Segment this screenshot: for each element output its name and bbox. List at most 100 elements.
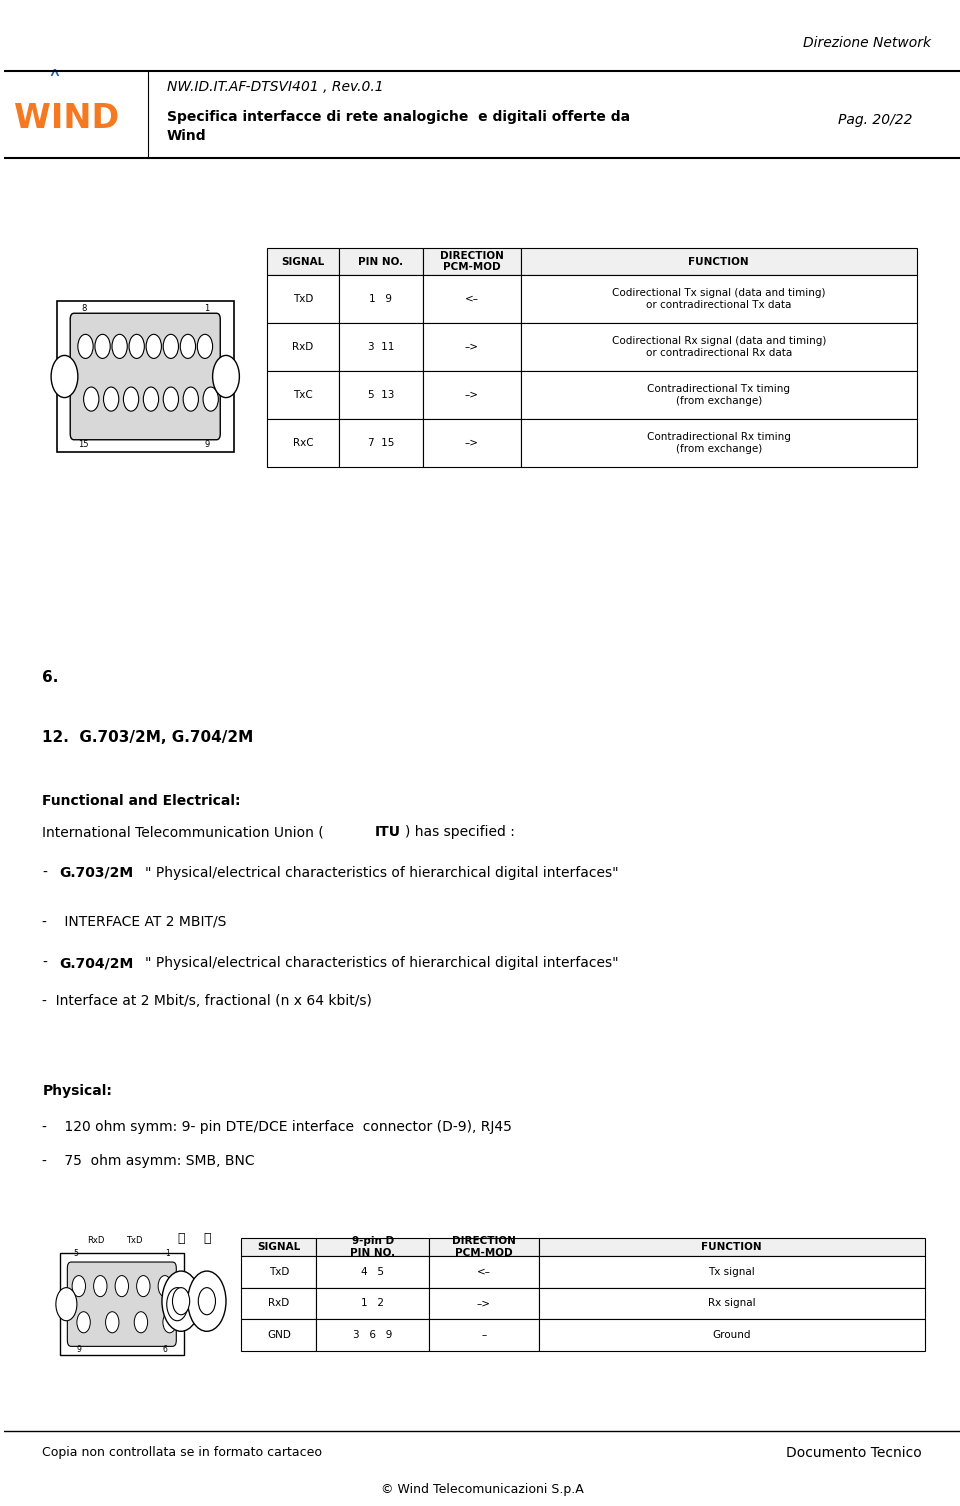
Bar bbox=[241, 1288, 317, 1319]
Bar bbox=[317, 1288, 429, 1319]
Text: ) has specified :: ) has specified : bbox=[405, 825, 515, 839]
Text: –>: –> bbox=[465, 390, 479, 399]
Bar bbox=[267, 248, 339, 274]
Text: " Physical/electrical characteristics of hierarchical digital interfaces": " Physical/electrical characteristics of… bbox=[145, 866, 618, 880]
Text: 3   6   9: 3 6 9 bbox=[353, 1330, 393, 1340]
Circle shape bbox=[72, 1276, 85, 1297]
Text: 5  13: 5 13 bbox=[368, 390, 394, 399]
Text: International Telecommunication Union (: International Telecommunication Union ( bbox=[42, 825, 324, 839]
Text: Codirectional Tx signal (data and timing)
or contradirectional Tx data: Codirectional Tx signal (data and timing… bbox=[612, 288, 826, 310]
Text: Pag. 20/22: Pag. 20/22 bbox=[838, 113, 912, 128]
Text: G.703/2M: G.703/2M bbox=[60, 866, 133, 880]
Text: G.704/2M: G.704/2M bbox=[60, 956, 134, 970]
Text: TxD: TxD bbox=[269, 1267, 289, 1277]
Text: 3  11: 3 11 bbox=[368, 342, 394, 352]
Circle shape bbox=[78, 334, 93, 358]
Bar bbox=[423, 274, 520, 322]
Circle shape bbox=[212, 355, 239, 398]
Text: Direzione Network: Direzione Network bbox=[804, 36, 931, 50]
Text: Specifica interfacce di rete analogiche  e digitali offerte da
Wind: Specifica interfacce di rete analogiche … bbox=[167, 110, 630, 143]
Text: RxC: RxC bbox=[293, 438, 313, 447]
Circle shape bbox=[163, 1312, 177, 1333]
Text: DIRECTION
PCM-MOD: DIRECTION PCM-MOD bbox=[452, 1236, 516, 1258]
Circle shape bbox=[163, 334, 179, 358]
Text: RxD: RxD bbox=[87, 1236, 105, 1245]
Bar bbox=[539, 1288, 924, 1319]
Bar bbox=[241, 1319, 317, 1351]
Text: ⓘ: ⓘ bbox=[178, 1232, 185, 1245]
Text: 6.: 6. bbox=[42, 670, 59, 685]
Text: Codirectional Rx signal (data and timing)
or contradirectional Rx data: Codirectional Rx signal (data and timing… bbox=[612, 336, 826, 357]
Circle shape bbox=[180, 334, 196, 358]
Circle shape bbox=[167, 1288, 188, 1321]
Bar bbox=[241, 1238, 317, 1256]
Bar bbox=[241, 1256, 317, 1288]
Text: Ground: Ground bbox=[712, 1330, 751, 1340]
Circle shape bbox=[77, 1312, 90, 1333]
Text: TxD: TxD bbox=[126, 1236, 142, 1245]
Text: SIGNAL: SIGNAL bbox=[281, 256, 324, 267]
Circle shape bbox=[51, 355, 78, 398]
Text: Rx signal: Rx signal bbox=[708, 1298, 756, 1309]
Bar bbox=[317, 1238, 429, 1256]
Bar bbox=[267, 370, 339, 419]
Bar bbox=[267, 274, 339, 322]
Circle shape bbox=[134, 1312, 148, 1333]
Circle shape bbox=[199, 1288, 215, 1315]
Circle shape bbox=[84, 387, 99, 411]
Text: FUNCTION: FUNCTION bbox=[688, 256, 749, 267]
Text: –>: –> bbox=[465, 342, 479, 352]
Bar bbox=[339, 370, 423, 419]
Bar bbox=[57, 301, 233, 452]
Text: © Wind Telecomunicazioni S.p.A: © Wind Telecomunicazioni S.p.A bbox=[381, 1483, 584, 1497]
Text: 6: 6 bbox=[162, 1345, 167, 1354]
Bar bbox=[339, 322, 423, 370]
Bar bbox=[429, 1319, 539, 1351]
Circle shape bbox=[204, 387, 218, 411]
Text: TxC: TxC bbox=[293, 390, 313, 399]
Circle shape bbox=[136, 1276, 150, 1297]
Bar bbox=[423, 322, 520, 370]
Bar bbox=[317, 1256, 429, 1288]
Bar bbox=[429, 1238, 539, 1256]
Bar bbox=[539, 1256, 924, 1288]
Text: Copia non controllata se in formato cartaceo: Copia non controllata se in formato cart… bbox=[42, 1446, 323, 1459]
Text: PIN NO.: PIN NO. bbox=[358, 256, 403, 267]
Text: Tx signal: Tx signal bbox=[708, 1267, 755, 1277]
Text: -    120 ohm symm: 9- pin DTE/DCE interface  connector (D-9), RJ45: - 120 ohm symm: 9- pin DTE/DCE interface… bbox=[42, 1120, 513, 1134]
Bar bbox=[317, 1319, 429, 1351]
Text: TxD: TxD bbox=[293, 294, 313, 304]
Circle shape bbox=[112, 334, 128, 358]
Text: 9: 9 bbox=[204, 440, 209, 449]
Bar bbox=[429, 1288, 539, 1319]
Text: Physical:: Physical: bbox=[42, 1084, 112, 1098]
Bar bbox=[423, 370, 520, 419]
Text: 7  15: 7 15 bbox=[368, 438, 394, 447]
Circle shape bbox=[104, 387, 119, 411]
Bar bbox=[520, 274, 917, 322]
Text: GND: GND bbox=[267, 1330, 291, 1340]
Bar bbox=[520, 248, 917, 274]
Text: <–: <– bbox=[465, 294, 479, 304]
Text: 5: 5 bbox=[74, 1248, 79, 1258]
Bar bbox=[339, 419, 423, 467]
Text: –>: –> bbox=[465, 438, 479, 447]
Text: ˄: ˄ bbox=[47, 71, 60, 98]
Bar bbox=[539, 1238, 924, 1256]
Circle shape bbox=[106, 1312, 119, 1333]
Text: SIGNAL: SIGNAL bbox=[257, 1242, 300, 1251]
Circle shape bbox=[146, 334, 161, 358]
Text: 4   5: 4 5 bbox=[361, 1267, 384, 1277]
Text: 15: 15 bbox=[79, 440, 89, 449]
Circle shape bbox=[95, 334, 110, 358]
Text: -    75  ohm asymm: SMB, BNC: - 75 ohm asymm: SMB, BNC bbox=[42, 1154, 255, 1167]
Bar bbox=[423, 248, 520, 274]
Circle shape bbox=[162, 1271, 201, 1331]
Text: ITU: ITU bbox=[375, 825, 401, 839]
Text: Documento Tecnico: Documento Tecnico bbox=[786, 1446, 922, 1459]
Text: FUNCTION: FUNCTION bbox=[701, 1242, 762, 1251]
Text: Contradirectional Rx timing
(from exchange): Contradirectional Rx timing (from exchan… bbox=[647, 432, 791, 453]
Circle shape bbox=[115, 1276, 129, 1297]
Bar bbox=[267, 419, 339, 467]
Circle shape bbox=[94, 1276, 107, 1297]
